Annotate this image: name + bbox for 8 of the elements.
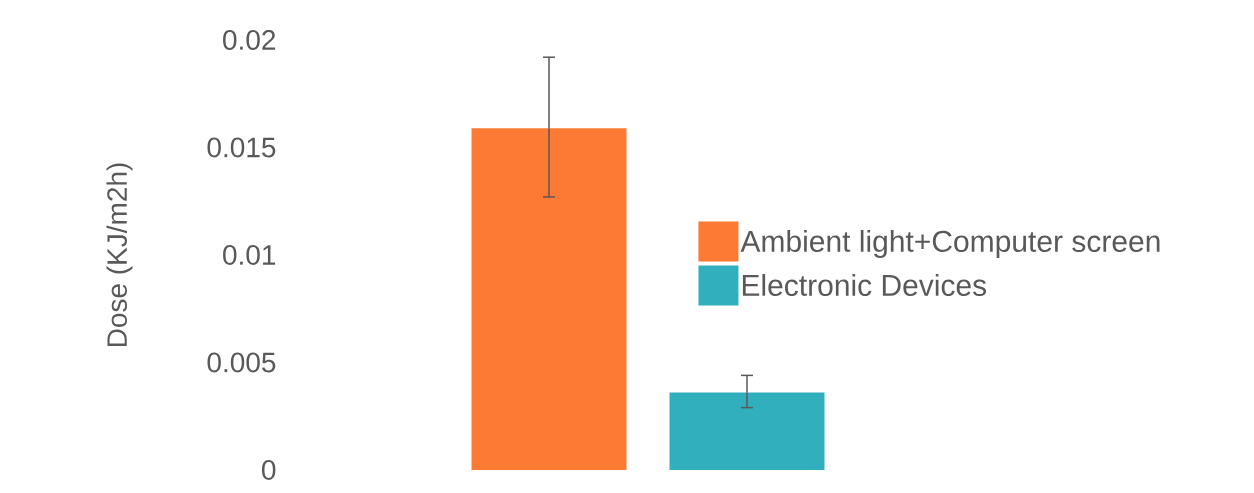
y-axis-title: Dose (KJ/m2h) <box>106 163 133 347</box>
y-tick-label: 0.005 <box>207 352 276 373</box>
y-tick-label: 0.02 <box>223 30 276 50</box>
y-tick-label: 0.01 <box>223 245 276 265</box>
legend-label: Ambient light+Computer screen <box>740 229 1160 258</box>
legend-label: Electronic Devices <box>742 273 987 297</box>
y-tick-label: 0 <box>262 460 276 480</box>
y-tick-label: 0.015 <box>207 137 276 158</box>
